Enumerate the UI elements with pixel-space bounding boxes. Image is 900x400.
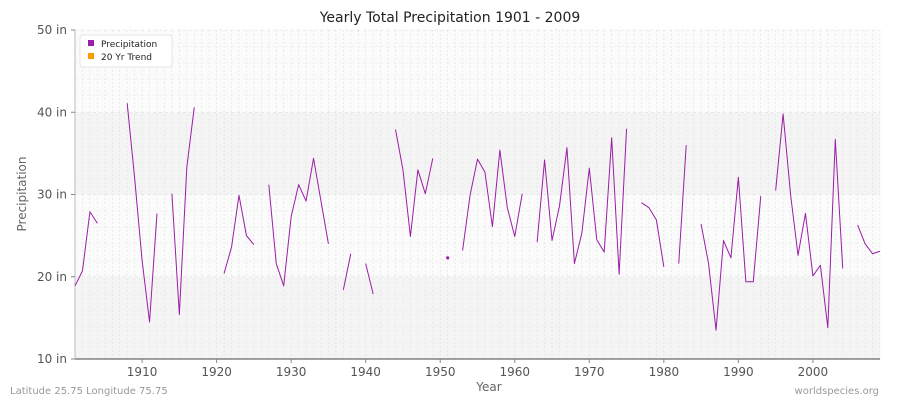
series-line-segment <box>641 202 665 267</box>
series-line-segment <box>775 113 844 329</box>
y-axis-title: Precipitation <box>15 156 29 231</box>
series-line-segment <box>395 129 434 237</box>
grid-lines <box>74 29 881 360</box>
legend-box <box>79 34 173 68</box>
series-line-segment <box>462 149 523 251</box>
x-tick-label: 1970 <box>574 365 605 379</box>
legend-swatch-trend <box>88 53 94 59</box>
legend: Precipitation 20 Yr Trend <box>79 34 173 68</box>
plot-band <box>75 112 880 195</box>
x-tick-label: 1980 <box>649 365 680 379</box>
footer-source: worldspecies.org <box>795 386 879 397</box>
series-line-segment <box>126 103 158 323</box>
series-point-isolated <box>446 256 450 260</box>
series-line-segment <box>74 211 98 287</box>
x-tick-label: 1960 <box>499 365 530 379</box>
x-tick-label: 2000 <box>798 365 829 379</box>
series-line-segment <box>342 253 352 291</box>
legend-label-trend: 20 Yr Trend <box>101 53 152 63</box>
series-line-segment <box>365 263 374 295</box>
x-tick-label: 1950 <box>425 365 456 379</box>
series-line-segment <box>536 128 628 275</box>
footer-location: Latitude 25.75 Longitude 75.75 <box>10 386 168 397</box>
series-line-segment <box>171 107 195 316</box>
x-axis-title: Year <box>475 380 501 394</box>
x-tick-label: 1940 <box>350 365 381 379</box>
series-line-segment <box>223 194 255 274</box>
y-tick-label: 50 in <box>37 23 67 37</box>
x-tick-label: 1910 <box>127 365 158 379</box>
y-tick-label: 30 in <box>37 188 67 202</box>
series-line-segment <box>700 176 762 331</box>
series-line-segment <box>268 157 329 287</box>
legend-swatch-precipitation <box>88 40 94 46</box>
legend-label-precipitation: Precipitation <box>101 40 157 50</box>
x-tick-label: 1990 <box>723 365 754 379</box>
data-series <box>74 103 881 331</box>
x-axis-ticks: 1910 1920 1930 1940 1950 1960 1970 1980 1990 2000 <box>127 359 828 379</box>
y-axis-ticks: 10 in 20 in 30 in 40 in 50 in <box>37 23 75 366</box>
series-line-segment <box>857 224 881 255</box>
x-tick-label: 1920 <box>201 365 232 379</box>
y-tick-label: 10 in <box>37 352 67 366</box>
series-line-segment <box>678 145 687 264</box>
y-tick-label: 20 in <box>37 270 67 284</box>
y-tick-label: 40 in <box>37 105 67 119</box>
x-tick-label: 1930 <box>276 365 307 379</box>
chart-title: Yearly Total Precipitation 1901 - 2009 <box>319 10 581 26</box>
